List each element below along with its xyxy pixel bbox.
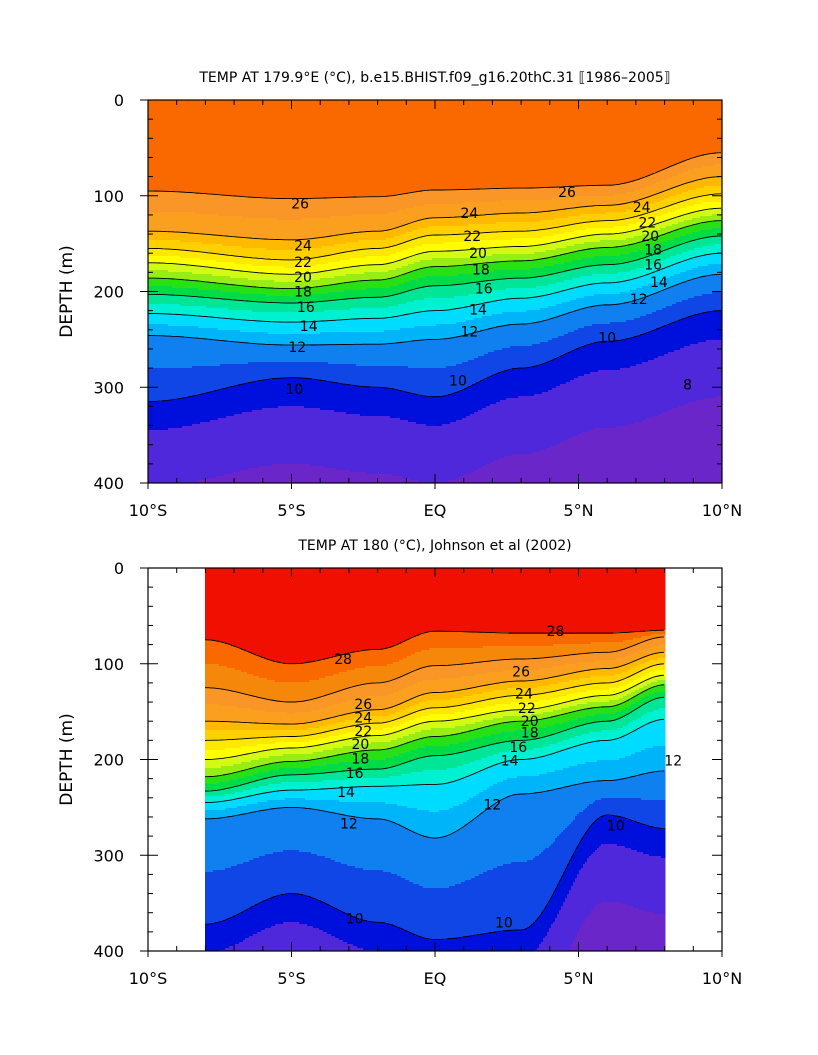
- y-tick-label: 400: [93, 474, 124, 493]
- contour-label: 22: [463, 229, 481, 245]
- isotherm-22: [148, 193, 722, 261]
- contour-label: 18: [294, 285, 312, 301]
- panel-title: TEMP AT 179.9°E (°C), b.e15.BHIST.f09_g1…: [198, 70, 670, 86]
- contour-label: 16: [509, 740, 527, 756]
- contour-label: 26: [512, 664, 530, 680]
- contour-label: 26: [354, 697, 372, 713]
- isotherm-14: [205, 718, 665, 804]
- contour-label: 22: [294, 255, 312, 271]
- isotherm-12: [204, 770, 665, 839]
- contour-label: 10: [607, 819, 625, 835]
- panel-1: TEMP AT 179.9°E (°C), b.e15.BHIST.f09_g1…: [57, 70, 742, 520]
- contour-label: 20: [351, 737, 369, 753]
- panel-2: TEMP AT 180 (°C), Johnson et al (2002) 28…: [57, 538, 742, 988]
- contour-label: 24: [515, 686, 533, 702]
- isotherm-22: [204, 663, 665, 741]
- contour-label: 18: [472, 262, 490, 278]
- x-tick-label: 5°S: [277, 969, 305, 988]
- contour-label: 14: [300, 319, 318, 335]
- x-tick-label: 5°S: [277, 501, 305, 520]
- y-tick-label: 200: [93, 283, 124, 302]
- contour-label: 22: [354, 724, 372, 740]
- contour-label: 22: [518, 701, 536, 717]
- x-tick-label: 10°S: [129, 969, 168, 988]
- isotherm-26: [148, 152, 722, 200]
- contour-label: 22: [638, 216, 656, 232]
- contour-label: 12: [340, 817, 358, 833]
- isotherm-14: [148, 252, 722, 323]
- contour-label: 18: [351, 752, 369, 768]
- axis-ticks: [140, 567, 723, 957]
- contour-label: 10: [449, 374, 467, 390]
- contour-label: 16: [475, 282, 493, 298]
- contour-label: 14: [650, 275, 668, 291]
- contour-label: 14: [337, 785, 355, 801]
- temperature-field: [148, 100, 723, 483]
- y-axis-label: DEPTH (m): [57, 713, 77, 805]
- contour-label: 10: [285, 382, 303, 398]
- x-tick-label: 5°N: [563, 969, 593, 988]
- contour-label: 14: [501, 753, 519, 769]
- contour-label: 26: [558, 185, 576, 201]
- contour-label: 10: [598, 330, 616, 346]
- contour-label: 20: [641, 229, 659, 245]
- isotherm-10: [204, 814, 665, 940]
- contour-label: 12: [664, 753, 682, 769]
- contour-label: 20: [469, 246, 487, 262]
- isotherm-10: [148, 310, 722, 403]
- contour-label: 12: [483, 798, 501, 814]
- isotherm-16: [205, 696, 665, 792]
- x-tick-label: EQ: [424, 969, 447, 988]
- y-tick-label: 300: [93, 378, 124, 397]
- contour-label: 14: [469, 303, 487, 319]
- contour-label: 24: [461, 206, 479, 222]
- panel-title: TEMP AT 180 (°C), Johnson et al (2002): [297, 538, 571, 554]
- y-tick-label: 0: [114, 91, 124, 110]
- y-tick-label: 400: [93, 942, 124, 961]
- contour-label: 20: [294, 270, 312, 286]
- isotherm-18: [148, 220, 721, 290]
- contour-label: 24: [294, 239, 312, 255]
- isotherm-16: [148, 235, 722, 304]
- x-tick-label: 10°N: [702, 501, 742, 520]
- y-tick-label: 200: [93, 751, 124, 770]
- contour-label: 18: [521, 726, 539, 742]
- contour-label: 16: [644, 258, 662, 274]
- contour-label: 24: [633, 200, 651, 216]
- isotherm-18: [205, 684, 665, 778]
- x-tick-label: EQ: [424, 501, 447, 520]
- contour-label: 24: [354, 710, 372, 726]
- contour-label: 10: [495, 915, 513, 931]
- x-tick-label: 10°N: [702, 969, 742, 988]
- contour-label: 8: [683, 377, 692, 393]
- isotherm-24: [205, 651, 665, 725]
- y-tick-label: 0: [114, 559, 124, 578]
- y-tick-label: 100: [93, 655, 124, 674]
- isotherm-20: [148, 207, 722, 275]
- isotherm-20: [205, 674, 665, 760]
- x-tick-label: 10°S: [129, 501, 168, 520]
- y-tick-label: 300: [93, 846, 124, 865]
- contour-label: 28: [334, 652, 352, 668]
- isotherm-28: [204, 629, 665, 665]
- contour-label: 12: [288, 340, 306, 356]
- contour-label: 26: [291, 196, 309, 212]
- contour-label: 28: [547, 624, 565, 640]
- contour-label: 20: [521, 714, 539, 730]
- y-tick-label: 100: [93, 187, 124, 206]
- temperature-field: [205, 568, 666, 951]
- isotherm-26: [205, 636, 665, 703]
- contour-label: 10: [346, 911, 364, 927]
- y-axis-label: DEPTH (m): [57, 245, 77, 337]
- contour-label: 18: [644, 242, 662, 258]
- contour-label: 12: [630, 292, 648, 308]
- contour-label: 16: [297, 300, 315, 316]
- isotherm-24: [148, 176, 722, 241]
- x-tick-label: 5°N: [563, 501, 593, 520]
- isotherm-12: [147, 273, 722, 346]
- contour-label: 12: [461, 325, 479, 341]
- axis-ticks: [140, 99, 723, 489]
- contour-label: 16: [346, 766, 364, 782]
